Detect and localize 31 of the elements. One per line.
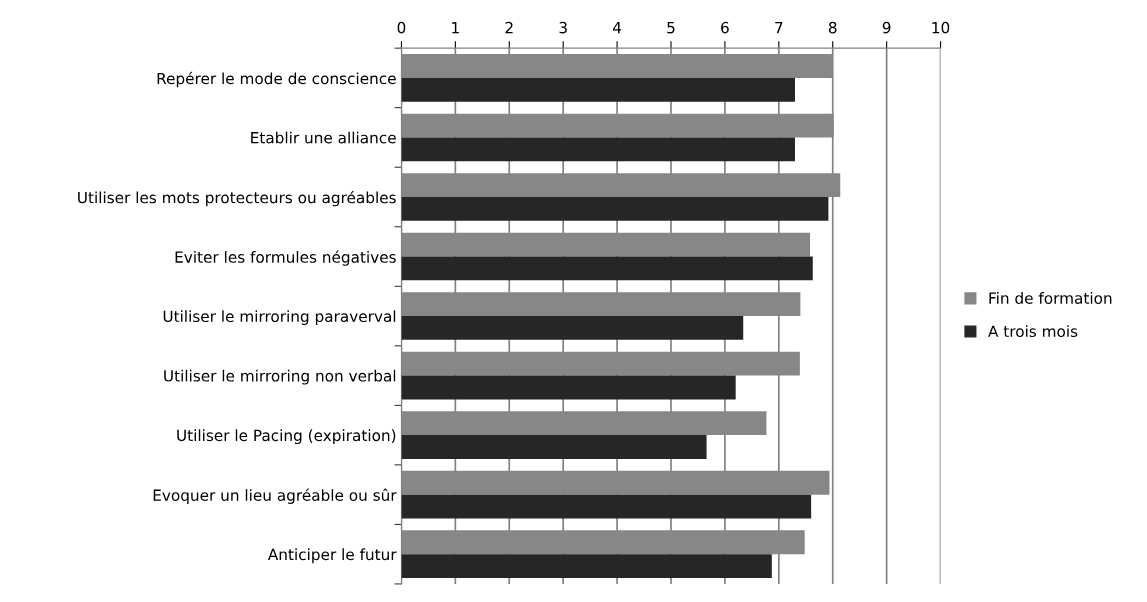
y-tick-label: Etablir une alliance — [251, 131, 396, 144]
legend-label: A trois mois — [988, 325, 1078, 338]
bar — [401, 316, 744, 340]
x-tick-label: 5 — [667, 22, 675, 34]
bar — [401, 196, 829, 221]
y-tick-label: Repérer le mode de conscience — [157, 71, 396, 88]
x-tick-label: 8 — [828, 21, 837, 34]
bar — [401, 494, 812, 519]
x-tick-label: 9 — [882, 21, 891, 34]
bar — [401, 77, 795, 102]
legend-label: Fin de formation — [989, 292, 1112, 304]
x-tick-label: 6 — [721, 21, 729, 34]
x-tick-label: 3 — [559, 21, 567, 34]
y-tick-label: Eviter les formules négatives — [175, 250, 396, 266]
x-tick-label: 1 — [452, 22, 459, 34]
x-tick-label: 4 — [612, 22, 622, 34]
y-tick-label: Utiliser le Pacing (expiration) — [177, 429, 396, 445]
bar — [401, 554, 772, 578]
bar — [401, 256, 813, 281]
x-tick-label: 2 — [505, 21, 513, 34]
bar — [401, 137, 795, 162]
x-tick-label: 7 — [775, 22, 783, 34]
y-tick-label: Anticiper le futur — [267, 548, 397, 564]
y-tick-label: Utiliser les mots protecteurs ou agréables — [78, 190, 396, 207]
x-tick-label: 0 — [397, 21, 406, 34]
bar — [401, 375, 736, 400]
y-tick-label: Utiliser le mirroring non verbal — [164, 369, 396, 385]
y-tick-label: Evoquer un lieu agréable ou sûr — [153, 488, 397, 504]
x-tick-label: 10 — [932, 21, 950, 34]
y-tick-label: Utiliser le mirroring paraverval — [163, 310, 396, 326]
bar — [401, 435, 707, 459]
